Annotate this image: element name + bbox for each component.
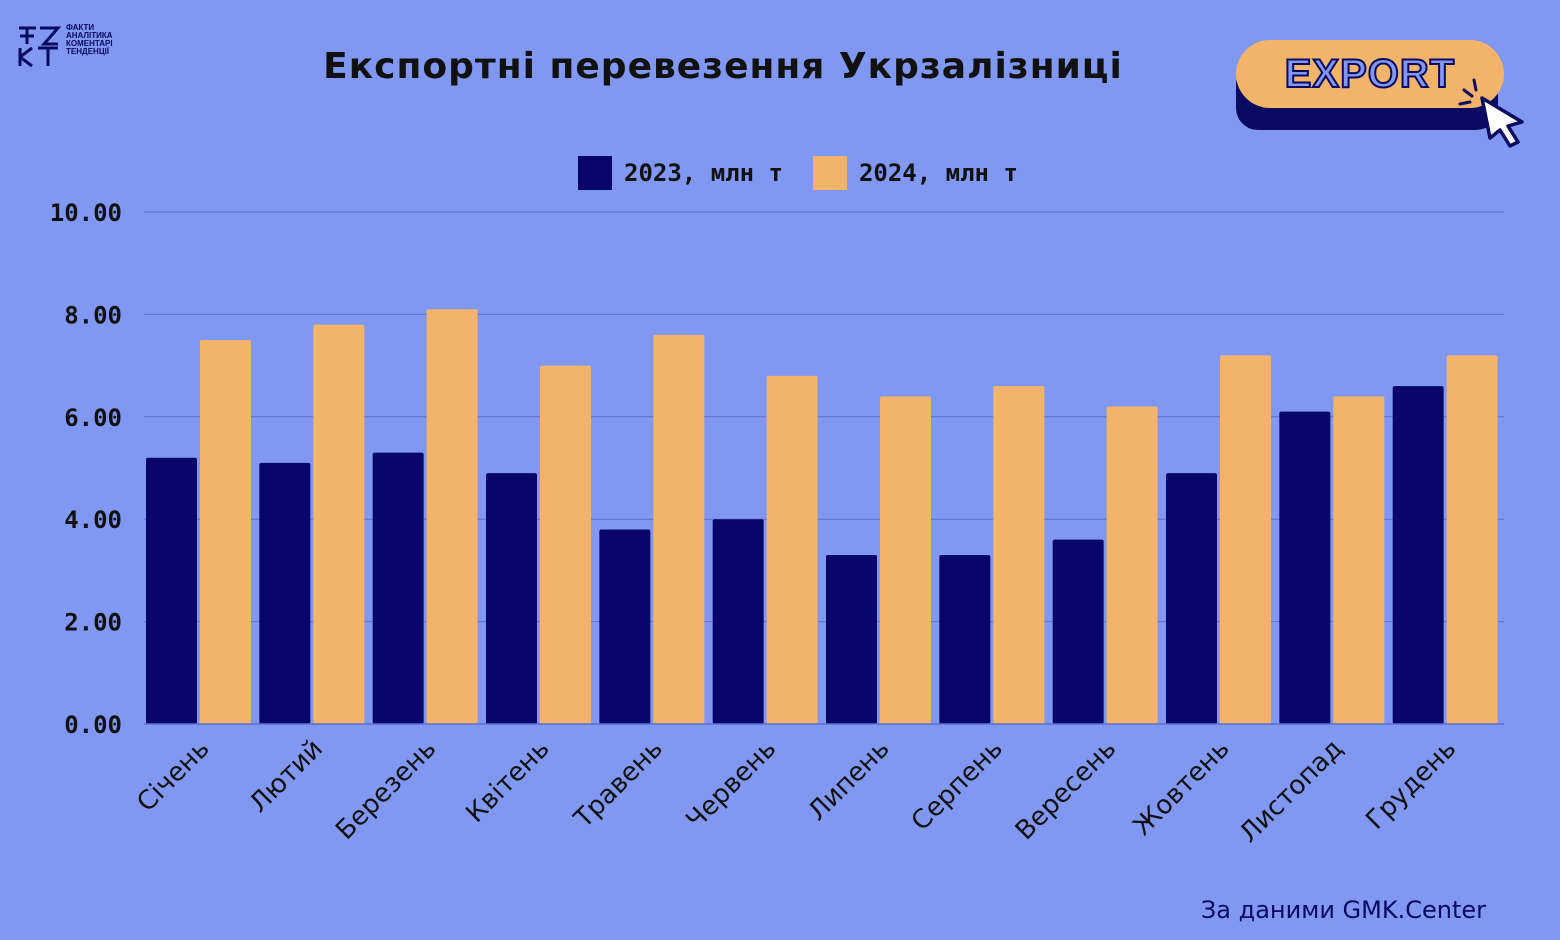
cursor-pointer-icon <box>1458 78 1524 148</box>
y-tick-label: 0.00 <box>64 711 122 739</box>
x-tick-label: Жовтень <box>1128 734 1236 842</box>
bar-2024 <box>1220 355 1271 724</box>
x-tick-label: Вересень <box>1010 734 1122 846</box>
legend: 2023, млн т 2024, млн т <box>578 156 1048 190</box>
logo: ФАКТИ АНАЛІТИКА КОМЕНТАРІ ТЕНДЕНЦІЇ <box>16 24 113 68</box>
bar-2023 <box>599 529 651 724</box>
bar-2023 <box>146 457 197 724</box>
logo-line: КОМЕНТАРІ <box>66 39 113 48</box>
y-tick-label: 4.00 <box>64 506 122 534</box>
logo-line: АНАЛІТИКА <box>66 31 113 40</box>
bar-2023 <box>486 473 537 724</box>
source-note: За даними GMK.Center <box>1200 896 1486 924</box>
x-tick-label: Лютий <box>244 734 329 819</box>
legend-item-2024: 2024, млн т <box>812 156 1018 190</box>
bar-2024 <box>1106 406 1158 724</box>
bar-2024 <box>313 324 365 724</box>
x-tick-label: Червень <box>680 734 782 836</box>
bar-2024 <box>653 334 705 724</box>
bar-2024 <box>993 386 1045 724</box>
bar-2024 <box>880 396 931 724</box>
logo-line: ФАКТИ <box>66 23 95 32</box>
bar-2023 <box>1392 386 1444 724</box>
y-tick-label: 2.00 <box>64 609 122 637</box>
logo-line: ТЕНДЕНЦІЇ <box>66 47 110 56</box>
x-tick-label: Квітень <box>461 734 556 829</box>
x-tick-label: Грудень <box>1360 734 1462 836</box>
bar-2024 <box>1333 396 1385 724</box>
bar-2024 <box>1446 355 1498 724</box>
bar-2023 <box>939 555 991 724</box>
x-tick-label: Березень <box>330 734 442 846</box>
export-button-face: EXPORT <box>1236 40 1504 108</box>
bar-2024 <box>426 309 478 724</box>
legend-item-2023: 2023, млн т <box>578 156 783 190</box>
legend-swatch-2023 <box>578 156 612 190</box>
bar-2023 <box>259 462 311 724</box>
bar-2024 <box>766 375 818 724</box>
bar-2024 <box>200 340 251 724</box>
bar-2023 <box>372 452 424 724</box>
chart-title: Експортні перевезення Укрзалізниці <box>323 46 1123 87</box>
x-tick-label: Листопад <box>1234 734 1349 849</box>
export-button[interactable]: EXPORT <box>1236 40 1504 130</box>
x-tick-label: Травень <box>568 734 669 835</box>
x-tick-label: Липень <box>802 734 895 827</box>
bar-2024 <box>540 365 591 724</box>
x-tick-label: Січень <box>131 734 215 818</box>
y-tick-label: 6.00 <box>64 404 122 432</box>
bar-2023 <box>1279 411 1331 724</box>
legend-swatch-2024 <box>812 156 847 190</box>
bar-2023 <box>1052 539 1104 724</box>
logo-mark-icon <box>18 26 62 68</box>
logo-text: ФАКТИ АНАЛІТИКА КОМЕНТАРІ ТЕНДЕНЦІЇ <box>66 24 113 56</box>
legend-label-2023: 2023, млн т <box>624 159 783 187</box>
x-tick-label: Серпень <box>906 734 1009 837</box>
y-tick-label: 8.00 <box>64 301 122 329</box>
bar-2023 <box>1166 473 1217 724</box>
bar-2023 <box>712 519 764 724</box>
bar-2023 <box>826 555 877 724</box>
y-tick-label: 10.00 <box>50 199 122 227</box>
legend-label-2024: 2024, млн т <box>858 159 1018 187</box>
export-button-label: EXPORT <box>1284 51 1456 97</box>
